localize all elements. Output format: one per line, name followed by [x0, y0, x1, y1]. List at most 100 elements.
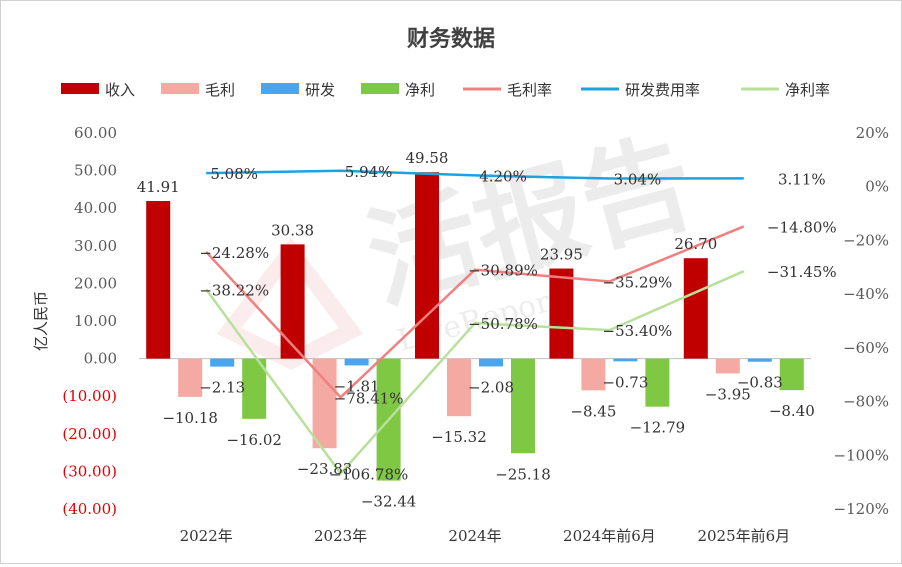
legend-swatch-毛利 — [161, 83, 199, 94]
bar-净利 — [645, 358, 670, 407]
bar-data-label: 26.70 — [674, 235, 717, 253]
line-data-label: −53.40% — [603, 322, 673, 340]
bar-毛利 — [178, 358, 203, 397]
line-data-label: −78.41% — [334, 389, 404, 407]
y-tick-label: (40.00) — [62, 500, 117, 518]
line-data-label: −31.45% — [767, 263, 837, 281]
x-tick-label: 2025年前6月 — [697, 527, 790, 545]
line-data-label: 5.94% — [345, 163, 393, 181]
line-data-labels: −24.28% −78.41% −30.89% −35.29% −14.80% 5.08%… — [199, 163, 836, 484]
line-series — [205, 169, 745, 476]
bar-研发 — [747, 358, 772, 362]
bar-data-label: 41.91 — [137, 178, 180, 196]
y2-tick-label: −80% — [843, 393, 889, 411]
bar-data-label: −0.83 — [737, 374, 783, 392]
line-data-label: −106.78% — [329, 465, 408, 483]
y-tick-label: (20.00) — [62, 425, 117, 443]
bar-毛利 — [581, 358, 606, 391]
y-tick-label: 10.00 — [74, 312, 117, 330]
x-tick-label: 2024年前6月 — [563, 527, 656, 545]
bar-毛利 — [715, 358, 740, 374]
y-axis-right: 20% 0% −20% −40% −60% −80% −100% −120% — [834, 124, 889, 518]
y2-tick-label: 0% — [865, 178, 889, 196]
y-tick-label: (30.00) — [62, 462, 117, 480]
bar-data-label: −0.73 — [602, 373, 648, 391]
line-data-label: −35.29% — [603, 273, 673, 291]
line-净利率 — [205, 270, 745, 476]
bar-收入 — [549, 268, 574, 359]
bar-data-label: −32.44 — [361, 493, 417, 511]
x-tick-label: 2023年 — [314, 527, 367, 545]
bar-毛利 — [447, 358, 471, 417]
line-data-label: −38.22% — [199, 281, 269, 299]
bar-data-label: −10.18 — [162, 409, 218, 427]
bar-研发 — [344, 358, 369, 366]
bar-data-label: −8.40 — [769, 402, 815, 420]
y2-tick-label: −20% — [843, 231, 889, 249]
bar-data-label: −15.32 — [431, 428, 487, 446]
line-data-label: 4.20% — [479, 167, 527, 185]
y-axis-label: 亿人民币 — [32, 291, 50, 351]
legend-label: 毛利率 — [507, 81, 552, 99]
line-毛利率 — [205, 225, 745, 400]
bar-data-label: −16.02 — [226, 431, 282, 449]
bar-收入 — [280, 244, 305, 359]
bar-研发 — [479, 358, 503, 367]
legend-label: 收入 — [105, 81, 135, 99]
y-tick-label: (10.00) — [62, 387, 117, 405]
bar-收入 — [146, 201, 171, 359]
y2-tick-label: −40% — [843, 285, 889, 303]
y2-tick-label: 20% — [856, 124, 889, 142]
legend: 收入 毛利 研发 净利 毛利率 研发费用率 净利率 — [61, 81, 830, 99]
bar-净利 — [242, 358, 267, 419]
y2-tick-label: −60% — [843, 339, 889, 357]
bar-series — [146, 172, 804, 481]
y2-tick-label: −120% — [834, 500, 889, 518]
x-axis-categories: 2022年 2023年 2024年 2024年前6月 2025年前6月 — [180, 527, 791, 545]
legend-swatch-研发 — [261, 83, 299, 94]
line-data-label: 3.11% — [778, 170, 826, 188]
legend-label: 研发费用率 — [625, 81, 700, 99]
bar-data-label: −2.13 — [199, 379, 245, 397]
legend-label: 研发 — [305, 81, 335, 99]
y-tick-label: 0.00 — [84, 350, 117, 368]
legend-swatch-净利 — [361, 83, 399, 94]
chart-title: 财务数据 — [407, 26, 495, 52]
bar-data-label: −8.45 — [570, 402, 616, 420]
y-tick-label: 60.00 — [74, 124, 117, 142]
line-研发费用率 — [206, 169, 744, 180]
x-tick-label: 2024年 — [448, 527, 501, 545]
bar-data-label: −25.18 — [495, 465, 551, 483]
y-tick-label: 30.00 — [74, 237, 117, 255]
bar-data-label: 23.95 — [540, 246, 583, 264]
line-data-label: −24.28% — [199, 244, 269, 262]
bar-data-labels: 41.91 30.38 49.58 23.95 26.70 −10.18 −23.83 −15… — [137, 149, 815, 510]
bar-data-label: −2.08 — [468, 378, 514, 396]
bar-收入 — [415, 172, 439, 359]
line-data-label: −30.89% — [468, 262, 538, 280]
legend-swatch-收入 — [61, 83, 99, 94]
bar-data-label: −3.95 — [705, 385, 751, 403]
y-tick-label: 40.00 — [74, 199, 117, 217]
bar-收入 — [683, 258, 708, 359]
bar-data-label: −1.81 — [334, 377, 380, 395]
bar-研发 — [613, 358, 638, 362]
bar-净利 — [511, 358, 535, 454]
y2-tick-label: −100% — [834, 446, 889, 464]
bar-data-label: −12.79 — [630, 419, 686, 437]
line-data-label: −14.80% — [767, 218, 837, 236]
bar-data-label: 49.58 — [406, 149, 449, 167]
legend-label: 毛利 — [205, 81, 235, 99]
bar-研发 — [210, 358, 235, 367]
line-data-label: 3.04% — [614, 171, 662, 189]
legend-label: 净利 — [405, 81, 435, 99]
bar-data-label: 30.38 — [271, 221, 314, 239]
y-axis-left: 60.00 50.00 40.00 30.00 20.00 10.00 0.00 (10.00… — [62, 124, 117, 518]
line-data-label: −50.78% — [468, 315, 538, 333]
line-data-label: 5.08% — [210, 165, 258, 183]
legend-label: 净利率 — [785, 81, 830, 99]
bar-毛利 — [312, 358, 337, 449]
x-tick-label: 2022年 — [180, 527, 233, 545]
